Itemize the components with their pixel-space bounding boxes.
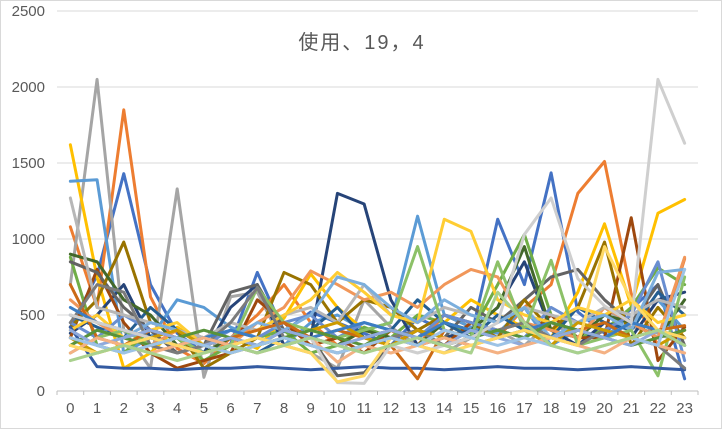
y-axis-tick-label: 2500 — [12, 3, 45, 20]
series-line — [68, 217, 687, 347]
x-axis-tick-label: 2 — [120, 400, 128, 417]
x-axis-tick-label: 23 — [676, 400, 693, 417]
x-axis-tick-label: 3 — [146, 400, 154, 417]
series-line — [68, 290, 687, 363]
x-axis-tick-label: 11 — [356, 400, 372, 417]
y-axis-tick-label: 2000 — [12, 79, 45, 96]
x-axis-tick-label: 20 — [596, 400, 613, 417]
y-axis-tick-label: 500 — [20, 307, 45, 324]
x-axis-tick-label: 9 — [307, 400, 315, 417]
x-axis-tick-label: 18 — [543, 400, 560, 417]
x-axis-tick-label: 14 — [436, 400, 453, 417]
x-axis-tick-label: 13 — [409, 400, 426, 417]
x-axis-tick-label: 10 — [329, 400, 346, 417]
series-line — [68, 325, 687, 372]
x-axis-tick-label: 7 — [253, 400, 261, 417]
x-axis-tick-label: 16 — [489, 400, 506, 417]
x-axis-tick-label: 8 — [280, 400, 288, 417]
y-axis-tick-label: 1500 — [12, 155, 45, 172]
x-axis-tick-label: 15 — [463, 400, 480, 417]
x-axis-tick-label: 0 — [66, 400, 74, 417]
y-axis-tick-label: 1000 — [12, 231, 45, 248]
x-axis-tick-label: 12 — [383, 400, 400, 417]
y-axis-tick-label: 0 — [37, 383, 45, 400]
x-axis-tick-label: 21 — [623, 400, 640, 417]
series-line — [68, 245, 687, 384]
x-axis-tick-label: 17 — [516, 400, 533, 417]
x-axis-tick-label: 1 — [93, 400, 101, 417]
series-line — [68, 267, 687, 347]
x-axis-tick-label: 6 — [226, 400, 234, 417]
x-axis-tick-label: 22 — [650, 400, 667, 417]
x-axis-tick-label: 5 — [200, 400, 208, 417]
x-axis-tick-label: 19 — [569, 400, 586, 417]
x-axis-tick-label: 4 — [173, 400, 181, 417]
